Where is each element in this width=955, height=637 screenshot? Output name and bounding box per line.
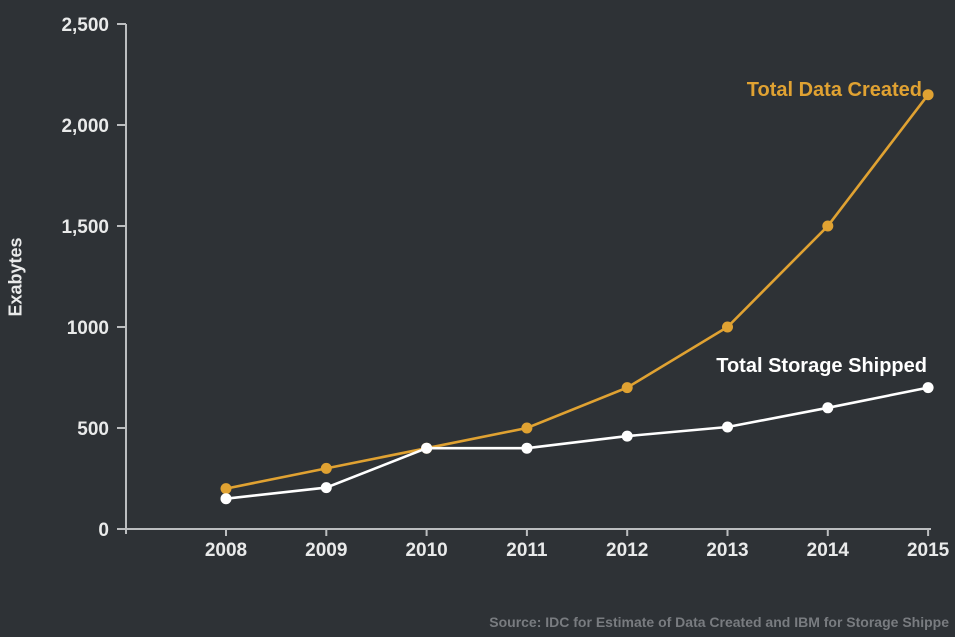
y-tick-label: 500 (77, 419, 109, 440)
data-point (621, 382, 633, 394)
y-tick-label: 2,500 (61, 15, 109, 36)
data-point (822, 220, 834, 232)
data-point (722, 421, 733, 433)
x-tick-label: 2012 (606, 540, 648, 561)
y-tick-label: 1,500 (61, 217, 109, 238)
data-point (922, 89, 934, 101)
data-point (521, 442, 533, 454)
y-tick-label: 1000 (67, 318, 109, 339)
series-line-total-storage-shipped (225, 386, 929, 500)
x-tick-label: 2010 (405, 540, 447, 561)
data-point (320, 462, 332, 474)
y-tick-label: 2,000 (61, 116, 109, 137)
data-point (722, 321, 733, 333)
x-tick-label: 2011 (506, 540, 548, 561)
data-point (621, 430, 633, 442)
series-label-total-data-created: Total Data Created (746, 79, 922, 101)
data-point (521, 422, 533, 434)
data-point (220, 493, 232, 505)
series-line-total-data-created (225, 93, 930, 490)
x-tick-label: 2015 (907, 540, 950, 561)
x-tick-label: 2013 (706, 540, 748, 561)
source-note: Source: IDC for Estimate of Data Created… (489, 614, 949, 630)
x-tick-label: 2009 (305, 540, 347, 561)
y-axis-title: Exabytes (5, 237, 26, 317)
x-tick-label: 2014 (807, 540, 850, 561)
data-point (922, 382, 934, 394)
data-point (220, 483, 232, 495)
series-label-total-storage-shipped: Total Storage Shipped (716, 355, 927, 377)
data-point (822, 402, 834, 414)
data-point (421, 442, 433, 454)
data-point (320, 482, 332, 494)
x-tick-label: 2008 (205, 540, 247, 561)
y-tick-label: 0 (98, 520, 109, 541)
